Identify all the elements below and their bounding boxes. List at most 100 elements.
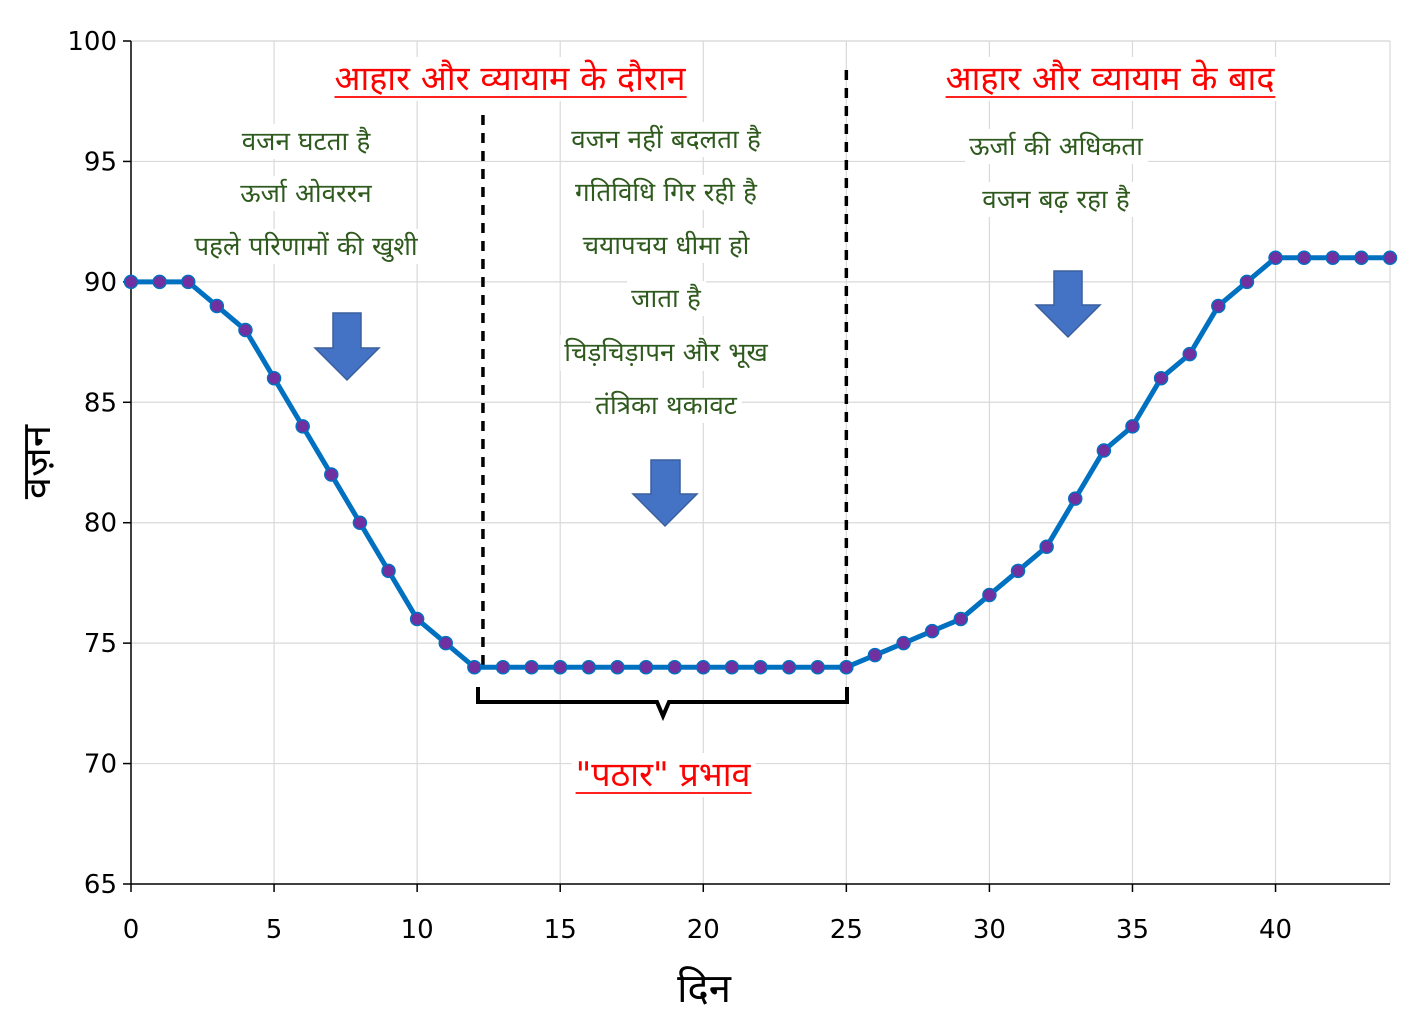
data-point	[352, 515, 368, 530]
data-point	[1268, 250, 1283, 266]
data-point	[409, 611, 425, 627]
data-point	[610, 659, 625, 675]
y-axis-title: वज़न	[14, 424, 60, 499]
data-point	[1239, 274, 1255, 290]
data-point	[1096, 443, 1112, 458]
note-middle-3: चयापचय धीमा हो	[583, 230, 751, 261]
x-tick-label: 15	[544, 915, 577, 945]
text-background	[941, 57, 1280, 101]
plateau-brace-icon	[476, 687, 849, 722]
data-point	[381, 563, 396, 579]
data-point	[524, 659, 539, 675]
plateau-label: "पठार" प्रभाव	[576, 755, 752, 795]
down-arrow-middle-icon	[631, 459, 699, 528]
phase-dividers	[481, 70, 849, 672]
text-background	[236, 176, 377, 211]
data-point	[982, 587, 997, 603]
data-point	[1068, 491, 1083, 506]
data-point	[152, 274, 167, 290]
axes	[123, 40, 1390, 892]
data-point	[667, 659, 682, 675]
y-tick-label: 80	[84, 509, 117, 539]
plateau-brace	[476, 687, 849, 722]
text-background	[965, 129, 1149, 164]
note-middle-1: वजन नहीं बदलता है	[571, 124, 762, 155]
text-background	[978, 182, 1135, 217]
grid	[131, 40, 1391, 884]
data-point	[1039, 539, 1054, 555]
text-background	[571, 753, 756, 797]
annotations: आहार और व्यायाम के दौरान आहार और व्यायाम…	[190, 57, 1280, 797]
series-line	[131, 255, 1390, 670]
data-point	[924, 623, 940, 639]
data-point	[896, 635, 911, 651]
data-point	[1010, 563, 1026, 579]
note-left-2: ऊर्जा ओवररन	[240, 178, 372, 209]
text-background	[190, 229, 423, 264]
x-tick-label: 30	[973, 915, 1006, 945]
note-middle-5: चिड़चिड़ापन और भूख	[564, 337, 768, 369]
text-background	[567, 122, 766, 157]
data-point	[238, 322, 253, 338]
data-point	[696, 659, 711, 675]
data-point	[180, 274, 196, 290]
data-point	[724, 659, 740, 675]
data-point	[295, 419, 310, 434]
y-tick-label: 70	[84, 750, 117, 780]
tick-labels: 65 70 75 80 85 90 95 100 0 5 10 15 20 25 30 35 40	[67, 27, 1292, 945]
y-tick-label: 90	[84, 268, 117, 298]
text-background	[627, 281, 707, 316]
note-middle-4: जाता है	[631, 283, 702, 314]
x-tick-label: 20	[687, 915, 720, 945]
text-backgrounds	[190, 57, 1280, 797]
data-point	[123, 274, 139, 290]
y-tick-label: 65	[84, 870, 117, 900]
text-background	[330, 57, 691, 101]
down-arrows	[313, 270, 1102, 528]
text-background	[591, 388, 742, 423]
data-point	[1382, 250, 1398, 266]
note-middle-2: गतिविधि गिर रही है	[575, 177, 758, 208]
note-right-2: वजन बढ़ रहा है	[982, 184, 1131, 215]
data-point	[839, 659, 854, 675]
y-tick-label: 95	[84, 147, 117, 177]
data-point	[867, 647, 883, 663]
data-point	[266, 370, 282, 386]
data-point	[1211, 298, 1226, 314]
x-tick-label: 5	[266, 915, 283, 945]
heading-after-diet: आहार और व्यायाम के बाद	[946, 59, 1276, 99]
data-point	[953, 611, 969, 627]
note-left-1: वजन घटता है	[242, 126, 372, 157]
data-point	[1325, 250, 1341, 266]
data-point	[438, 635, 453, 651]
x-axis-title: दिन	[677, 966, 732, 1012]
data-point	[467, 659, 482, 675]
note-left-3: पहले परिणामों की खुशी	[194, 231, 419, 262]
weight-series	[123, 250, 1398, 675]
data-point	[810, 659, 825, 675]
data-point	[495, 659, 511, 675]
down-arrow-right-icon	[1034, 270, 1102, 339]
data-point	[552, 659, 568, 675]
data-point	[781, 659, 797, 675]
note-right-1: ऊर्जा की अधिकता	[969, 131, 1144, 162]
data-point	[1153, 370, 1169, 386]
text-background	[571, 175, 763, 210]
data-point	[753, 659, 768, 675]
note-middle-6: तंत्रिका थकावट	[595, 390, 738, 421]
y-tick-label: 100	[67, 27, 117, 57]
data-point	[209, 298, 225, 314]
data-point	[1296, 250, 1312, 266]
data-point	[1125, 419, 1140, 434]
data-point	[1354, 250, 1369, 266]
y-tick-label: 85	[84, 388, 117, 418]
data-point	[1182, 346, 1197, 362]
text-background	[560, 335, 773, 371]
x-tick-label: 25	[830, 915, 863, 945]
data-point	[581, 659, 597, 675]
x-tick-label: 35	[1116, 915, 1149, 945]
data-point	[324, 467, 339, 482]
down-arrow-left-icon	[313, 312, 381, 382]
text-background	[237, 124, 376, 159]
